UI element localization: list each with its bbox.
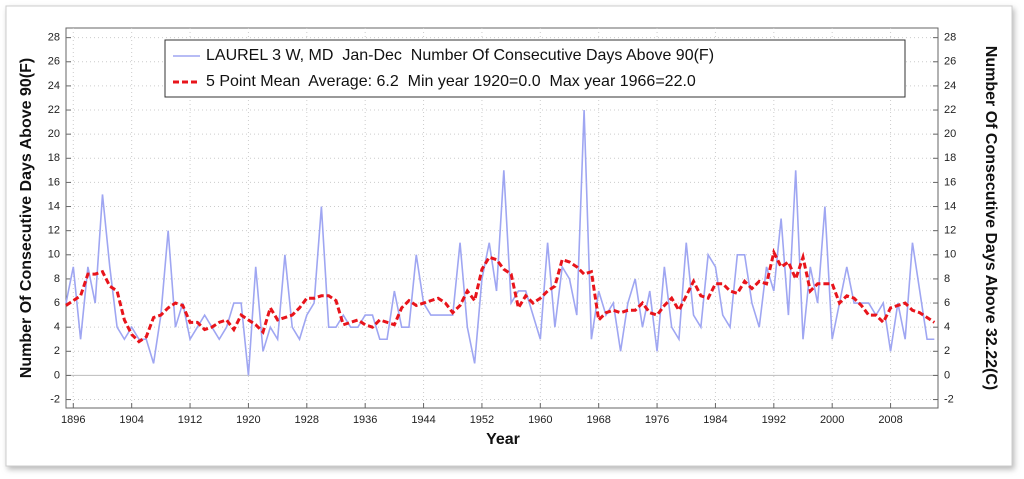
y-tick-label: 4 (54, 321, 60, 333)
y-tick-label: 10 (48, 249, 60, 261)
x-tick-label: 1896 (61, 414, 85, 426)
y-tick-label: 2 (54, 345, 60, 357)
y2-tick-label: 16 (944, 176, 956, 188)
legend-box (164, 39, 906, 98)
y-tick-label: 24 (48, 80, 60, 92)
x-tick-label: 2000 (820, 414, 844, 426)
x-tick-label: 1976 (645, 414, 669, 426)
x-tick-label: 1920 (236, 414, 260, 426)
y-tick-label: 8 (54, 273, 60, 285)
y2-tick-label: 2 (944, 345, 950, 357)
y2-tick-label: 8 (944, 273, 950, 285)
y-tick-label: 14 (48, 200, 60, 212)
y-tick-label: 16 (48, 176, 60, 188)
y-tick-label: 20 (48, 128, 60, 140)
y2-tick-label: 14 (944, 200, 956, 212)
y2-tick-label: 22 (944, 104, 956, 116)
x-tick-label: 1928 (295, 414, 319, 426)
y2-tick-label: 6 (944, 297, 950, 309)
y2-tick-label: 28 (944, 32, 956, 44)
x-tick-label: 2008 (878, 414, 902, 426)
legend-label: 5 Point Mean Average: 6.2 Min year 1920=… (206, 73, 696, 90)
legend-label: LAUREL 3 W, MD Jan-Dec Number Of Consecu… (206, 47, 714, 64)
x-tick-label: 1952 (470, 414, 494, 426)
y-tick-label: 6 (54, 297, 60, 309)
y2-tick-label: 0 (944, 369, 950, 381)
y-axis-label: Number Of Consecutive Days Above 90(F) (18, 58, 35, 378)
x-tick-label: 1984 (703, 414, 727, 426)
y-tick-label: 0 (54, 369, 60, 381)
y-tick-label: 26 (48, 56, 60, 68)
y2-tick-label: 24 (944, 80, 956, 92)
data-line (65, 248, 936, 344)
x-tick-label: 1936 (353, 414, 377, 426)
x-tick-label: 1904 (119, 414, 143, 426)
y-tick-label: 18 (48, 152, 60, 164)
x-tick-label: 1912 (178, 414, 202, 426)
y-tick-label: -2 (50, 393, 60, 405)
x-tick-label: 1992 (762, 414, 786, 426)
x-tick-label: 1968 (586, 414, 610, 426)
y-tick-label: 12 (48, 225, 60, 237)
y2-tick-label: 12 (944, 225, 956, 237)
y2-tick-label: 4 (944, 321, 950, 333)
y-tick-label: 22 (48, 104, 60, 116)
x-tick-label: 1944 (411, 414, 435, 426)
data-line (65, 110, 935, 376)
y2-tick-label: 26 (944, 56, 956, 68)
x-axis-label: Year (486, 431, 520, 448)
y2-tick-label: 10 (944, 249, 956, 261)
y2-tick-label: -2 (944, 393, 954, 405)
y2-axis-label: Number Of Consecutive Days Above 32.22(C… (982, 46, 999, 390)
y2-tick-label: 20 (944, 128, 956, 140)
y-tick-label: 28 (48, 32, 60, 44)
y2-tick-label: 18 (944, 152, 956, 164)
x-tick-label: 1960 (528, 414, 552, 426)
